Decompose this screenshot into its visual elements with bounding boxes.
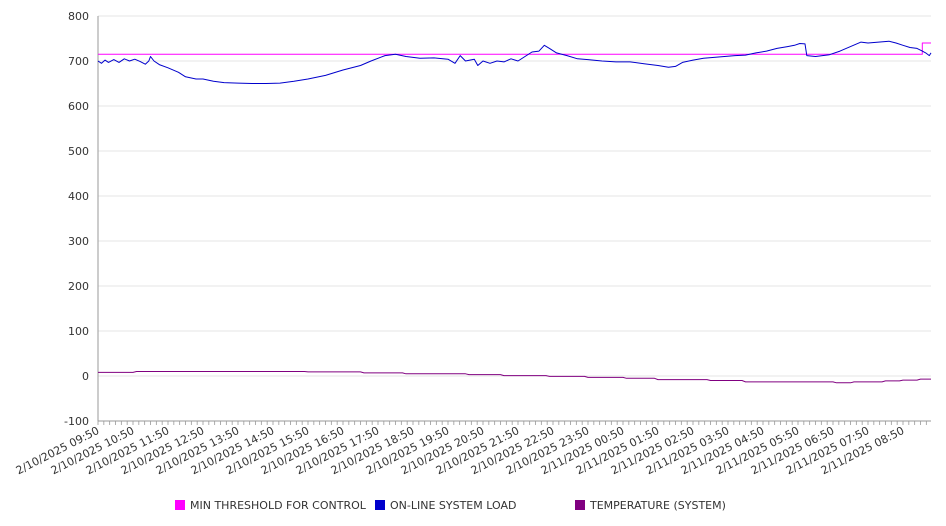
legend-swatch	[375, 500, 385, 510]
legend: MIN THRESHOLD FOR CONTROL ON-LINE SYSTEM …	[175, 499, 726, 512]
y-tick-label: 0	[82, 370, 89, 383]
y-tick-label: 600	[68, 100, 89, 113]
grid-lines	[98, 15, 931, 422]
x-axis: 2/10/2025 09:502/10/2025 10:502/10/2025 …	[14, 16, 931, 477]
legend-label: TEMPERATURE (SYSTEM)	[589, 499, 726, 512]
y-tick-label: -100	[64, 415, 89, 428]
legend-label: ON-LINE SYSTEM LOAD	[390, 499, 516, 512]
series-line-2	[98, 371, 931, 384]
y-tick-label: 300	[68, 235, 89, 248]
y-tick-label: 700	[68, 55, 89, 68]
legend-label: MIN THRESHOLD FOR CONTROL	[190, 499, 367, 512]
series-line-1	[97, 40, 932, 84]
y-tick-label: 800	[68, 10, 89, 23]
y-tick-label: 400	[68, 190, 89, 203]
y-tick-label: 100	[68, 325, 89, 338]
y-tick-label: 500	[68, 145, 89, 158]
legend-swatch	[575, 500, 585, 510]
y-axis: -100 0 100 200 300 400 500 600 700 800	[64, 10, 89, 428]
y-tick-label: 200	[68, 280, 89, 293]
series-line-0	[98, 42, 931, 55]
series-lines	[97, 40, 932, 384]
legend-swatch	[175, 500, 185, 510]
